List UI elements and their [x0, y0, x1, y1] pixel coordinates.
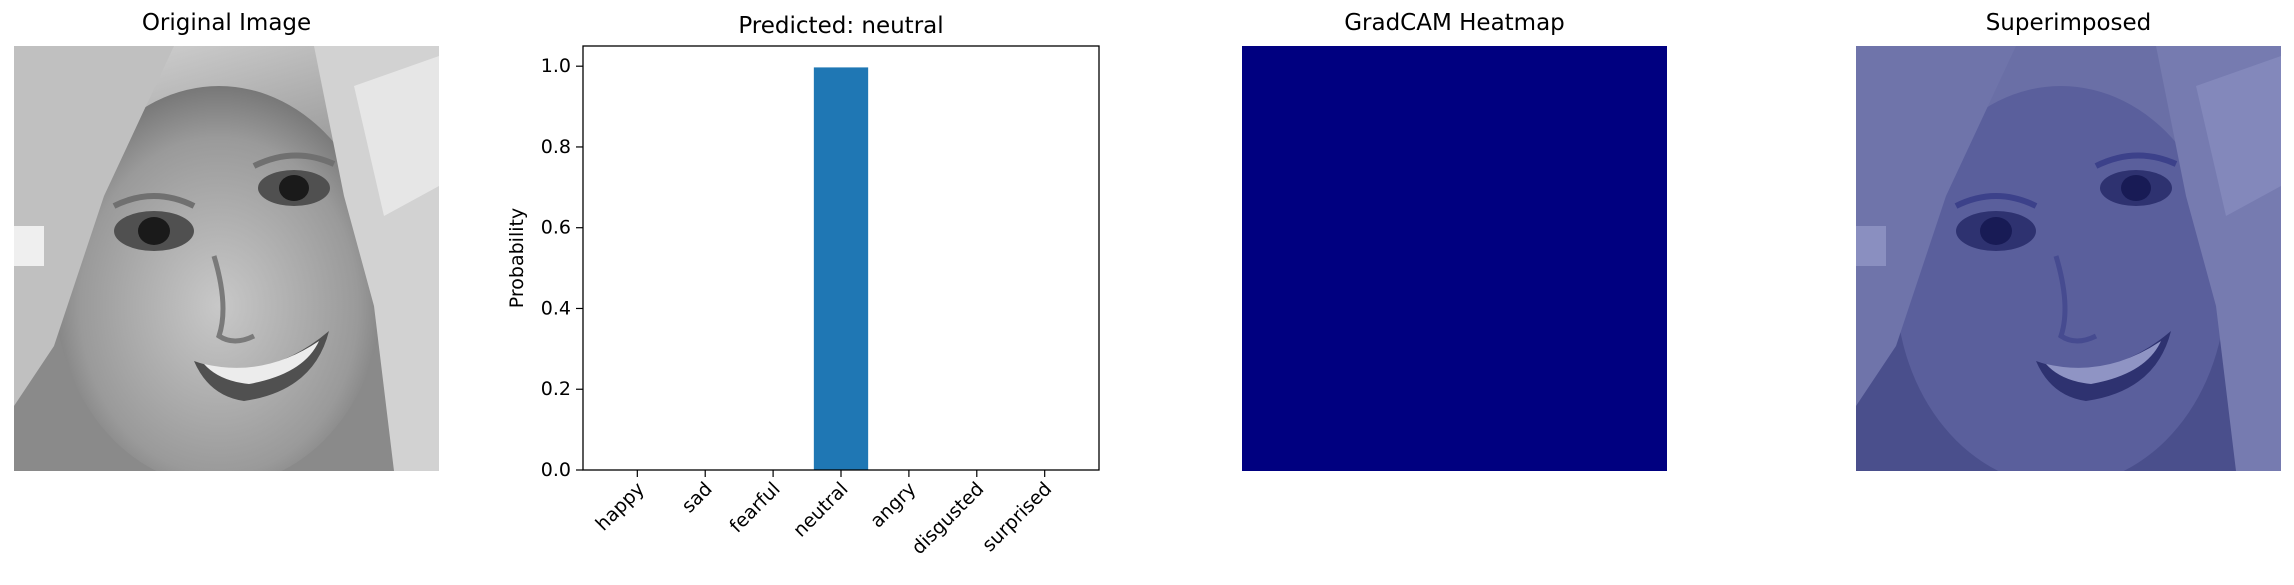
x-ticks-group: happy sad fearful neutral angrydisgustedsurp… [592, 470, 1056, 559]
y-tick-label: 0.4 [541, 297, 571, 319]
bar-neutral [813, 67, 869, 470]
x-tick-label-neutral: neutral [789, 478, 853, 542]
y-tick-label: 0.0 [541, 459, 571, 481]
x-tick-label-surprised: surprised [978, 478, 1056, 556]
superimposed-image [1856, 46, 2281, 471]
y-tick-label: 0.2 [541, 378, 571, 400]
heatmap-title: GradCAM Heatmap [1344, 10, 1565, 36]
superimposed-face [1856, 46, 2281, 471]
y-ticks-group: 0.0 0.2 0.4 0.6 0.8 1.0 [541, 55, 583, 481]
superimposed-title: Superimposed [1985, 10, 2152, 36]
x-tick-label-angry: angry [866, 478, 920, 532]
x-tick-label-sad: sad [677, 478, 716, 517]
x-tick-label-happy: happy [592, 478, 649, 535]
y-tick-label: 0.8 [541, 136, 571, 158]
y-tick-label: 0.6 [541, 217, 571, 239]
x-tick-label-disgusted: disgusted [907, 478, 988, 559]
original-image-title: Original Image [141, 10, 312, 36]
y-axis-label: Probability [506, 208, 528, 308]
bars-group [813, 67, 869, 470]
x-tick-label-fearful: fearful [725, 478, 784, 537]
gradcam-heatmap [1242, 46, 1667, 471]
chart-title: Predicted: neutral [738, 13, 943, 39]
y-tick-label: 1.0 [541, 55, 571, 77]
face-photo [14, 46, 439, 471]
original-face-image [14, 46, 439, 471]
plot-frame [582, 45, 1100, 471]
